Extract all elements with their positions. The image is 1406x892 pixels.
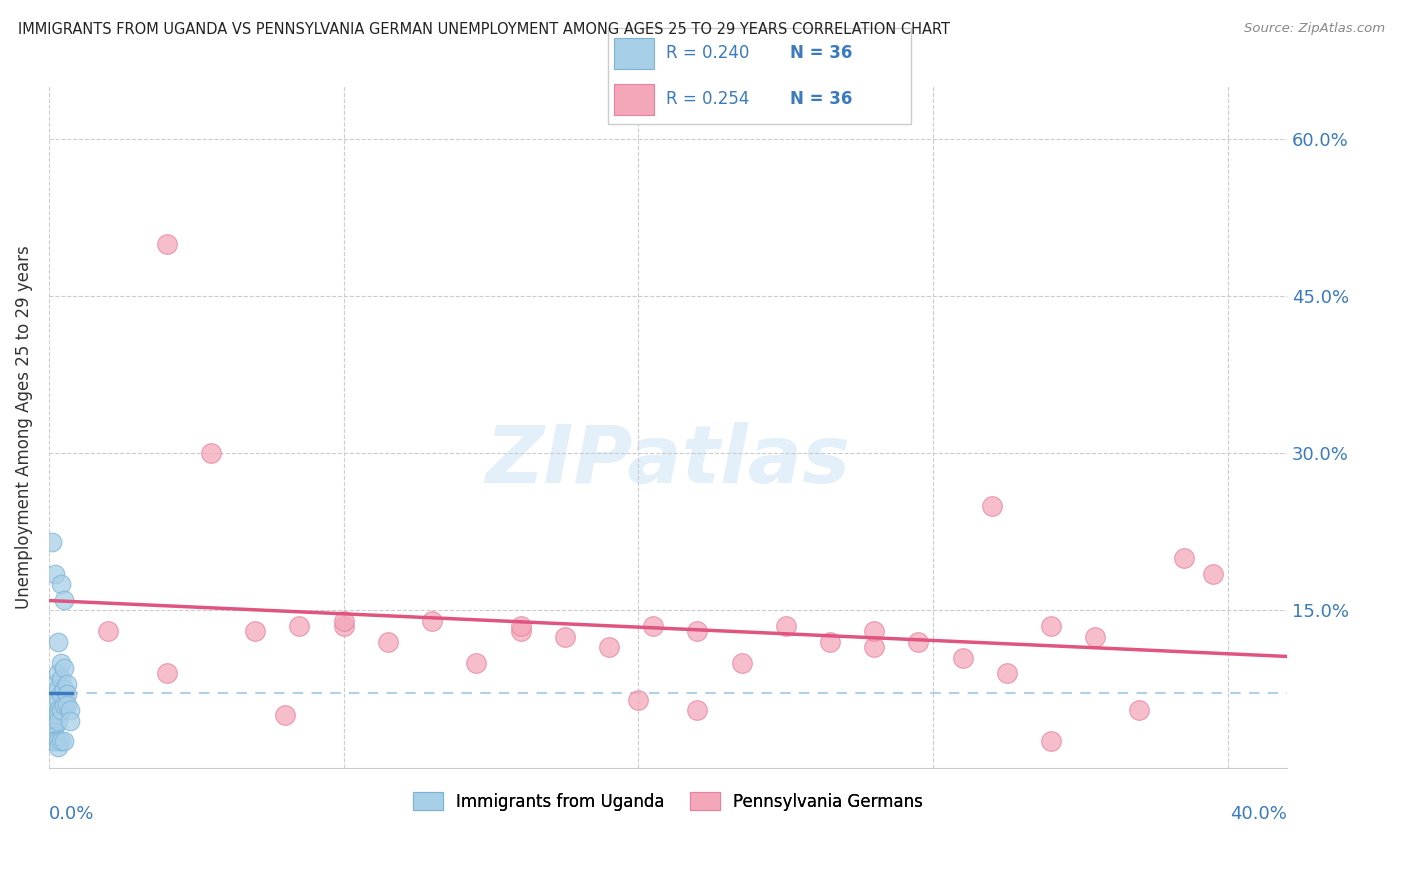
Point	[44, 719, 66, 733]
Point	[46, 635, 69, 649]
Point	[55, 698, 77, 712]
Point	[156, 666, 179, 681]
Point	[907, 635, 929, 649]
Point	[49, 672, 72, 686]
Point	[863, 624, 886, 639]
Point	[686, 703, 709, 717]
Point	[46, 714, 69, 728]
Point	[509, 624, 531, 639]
Point	[981, 499, 1004, 513]
Point	[46, 666, 69, 681]
Point	[59, 703, 82, 717]
Point	[509, 619, 531, 633]
Point	[1128, 703, 1150, 717]
Point	[44, 734, 66, 748]
Point	[46, 739, 69, 754]
Point	[49, 656, 72, 670]
Point	[44, 677, 66, 691]
Text: R = 0.254: R = 0.254	[666, 90, 749, 108]
Point	[46, 734, 69, 748]
Point	[863, 640, 886, 655]
Point	[818, 635, 841, 649]
Point	[52, 682, 75, 697]
Point	[332, 619, 354, 633]
Point	[46, 703, 69, 717]
Point	[598, 640, 620, 655]
Point	[44, 708, 66, 723]
Point	[52, 698, 75, 712]
Point	[1040, 619, 1063, 633]
Text: Source: ZipAtlas.com: Source: ZipAtlas.com	[1244, 22, 1385, 36]
Text: 40.0%: 40.0%	[1230, 805, 1286, 823]
Point	[377, 635, 399, 649]
Point	[627, 692, 650, 706]
Point	[52, 734, 75, 748]
Point	[420, 614, 443, 628]
Text: ZIPatlas: ZIPatlas	[485, 422, 851, 500]
Point	[55, 687, 77, 701]
Point	[49, 703, 72, 717]
Point	[97, 624, 120, 639]
Point	[775, 619, 797, 633]
Point	[1040, 734, 1063, 748]
Point	[44, 698, 66, 712]
Point	[288, 619, 311, 633]
Point	[1173, 551, 1195, 566]
Point	[41, 719, 63, 733]
FancyBboxPatch shape	[614, 37, 654, 69]
Point	[44, 566, 66, 581]
Point	[52, 687, 75, 701]
Text: N = 36: N = 36	[790, 45, 852, 62]
Point	[55, 677, 77, 691]
Point	[52, 593, 75, 607]
Point	[730, 656, 752, 670]
Point	[49, 687, 72, 701]
Point	[59, 714, 82, 728]
Point	[332, 614, 354, 628]
Point	[686, 624, 709, 639]
Point	[44, 729, 66, 743]
Point	[995, 666, 1018, 681]
Point	[274, 708, 297, 723]
Text: R = 0.240: R = 0.240	[666, 45, 749, 62]
Text: N = 36: N = 36	[790, 90, 852, 108]
Point	[200, 446, 222, 460]
Point	[245, 624, 267, 639]
Y-axis label: Unemployment Among Ages 25 to 29 years: Unemployment Among Ages 25 to 29 years	[15, 245, 32, 609]
Point	[643, 619, 665, 633]
Legend: Immigrants from Uganda, Pennsylvania Germans: Immigrants from Uganda, Pennsylvania Ger…	[406, 786, 929, 817]
Point	[49, 734, 72, 748]
Point	[465, 656, 488, 670]
FancyBboxPatch shape	[607, 28, 911, 124]
Point	[41, 734, 63, 748]
Text: IMMIGRANTS FROM UGANDA VS PENNSYLVANIA GERMAN UNEMPLOYMENT AMONG AGES 25 TO 29 Y: IMMIGRANTS FROM UGANDA VS PENNSYLVANIA G…	[18, 22, 950, 37]
Point	[952, 650, 974, 665]
Point	[46, 692, 69, 706]
Point	[554, 630, 576, 644]
Point	[1084, 630, 1107, 644]
Point	[49, 577, 72, 591]
Point	[41, 729, 63, 743]
FancyBboxPatch shape	[614, 84, 654, 115]
Point	[41, 535, 63, 549]
Point	[52, 661, 75, 675]
Text: 0.0%: 0.0%	[49, 805, 94, 823]
Point	[46, 682, 69, 697]
Point	[46, 708, 69, 723]
Point	[1202, 566, 1225, 581]
Point	[156, 236, 179, 251]
